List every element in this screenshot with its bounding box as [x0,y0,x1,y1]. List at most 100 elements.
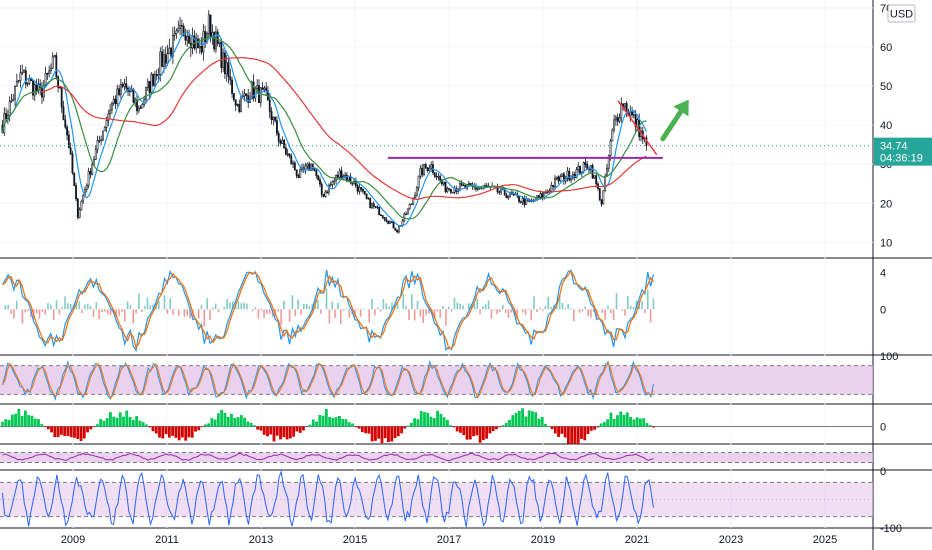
macd-bar [123,309,126,322]
macd-bar [527,308,530,310]
candle [498,191,501,193]
momentum-bar [553,426,557,434]
candle [44,72,47,86]
candle [274,117,277,121]
momentum-bar [606,419,610,427]
momentum-bar [645,423,649,427]
candle [180,24,183,27]
x-axis-tick-label: 2023 [719,534,743,546]
macd-bar [470,303,473,310]
momentum-bar [86,426,89,433]
macd-bar [115,309,118,317]
candle [371,203,373,209]
momentum-bar [652,426,655,428]
momentum-bar [311,419,315,427]
macd-bar [467,303,470,310]
candle [336,175,339,178]
macd-bar [462,305,464,310]
candle [12,98,15,101]
momentum-bar [14,413,17,427]
candle [103,126,106,132]
currency-badge-box [887,4,916,23]
momentum-bar [508,419,511,427]
macd-bar [251,309,254,311]
oscillator-1-d-line [2,361,654,399]
macd-bar [146,297,149,310]
macd-bar [152,304,154,310]
macd-bar [160,309,163,311]
momentum-bar [423,412,426,427]
candle [550,185,553,192]
momentum-bar [20,415,24,427]
candle [600,199,603,205]
momentum-bar [10,414,14,427]
momentum-bar [442,417,446,427]
macd-bar [10,309,12,314]
candle [143,98,146,105]
macd-bar [129,304,132,310]
candle [620,103,623,119]
candle [390,221,393,223]
candle [537,195,540,198]
momentum-bar [429,416,433,427]
macd-bar [627,296,629,310]
candle [397,226,400,233]
macd-bar [652,298,655,310]
candle [48,70,51,75]
candle [182,26,185,37]
candle [415,187,418,196]
candle [614,117,617,121]
candle [394,227,397,231]
candle [449,189,452,193]
candle [570,177,572,181]
candle [602,190,605,205]
momentum-bar [262,426,266,435]
macd-bar [567,304,569,310]
candle [595,175,598,185]
momentum-bar [619,411,623,427]
macd-bar [331,301,334,310]
momentum-bar [135,415,139,427]
candle [618,117,621,122]
candle [195,38,198,49]
candle [50,67,52,72]
candle [139,107,142,110]
candle [469,182,472,186]
candle [290,155,293,165]
williams-r-tick-label: 0 [880,466,886,478]
macd-bar [487,300,490,310]
macd-bar [570,308,572,310]
candle [223,52,226,75]
macd-bar [496,309,498,315]
macd-line [1,269,655,352]
momentum-bar [338,415,341,427]
macd-bar [257,309,260,319]
price-panel [0,0,873,258]
candle [410,203,413,206]
macd-bar [320,309,322,314]
macd-bar [595,309,598,321]
candle [116,88,119,104]
momentum-bar [540,416,544,427]
candle [320,183,323,195]
macd-bar [556,304,558,310]
candle [69,147,72,155]
candle [577,165,580,170]
momentum-bar [521,408,525,427]
macd-bar [67,303,69,310]
candle [426,167,429,172]
candle [293,162,296,171]
momentum-bar [576,426,580,445]
last-price-value: 34.74 [880,141,908,153]
momentum-bar [344,419,348,427]
macd-bar [442,305,444,310]
momentum-bar [495,426,498,430]
macd-bar [30,309,32,318]
macd-bar [104,309,106,312]
macd-bar [604,309,606,320]
candle [324,191,327,197]
candle [130,89,133,92]
candle [283,139,286,149]
candle [607,155,610,169]
candle [14,86,16,100]
